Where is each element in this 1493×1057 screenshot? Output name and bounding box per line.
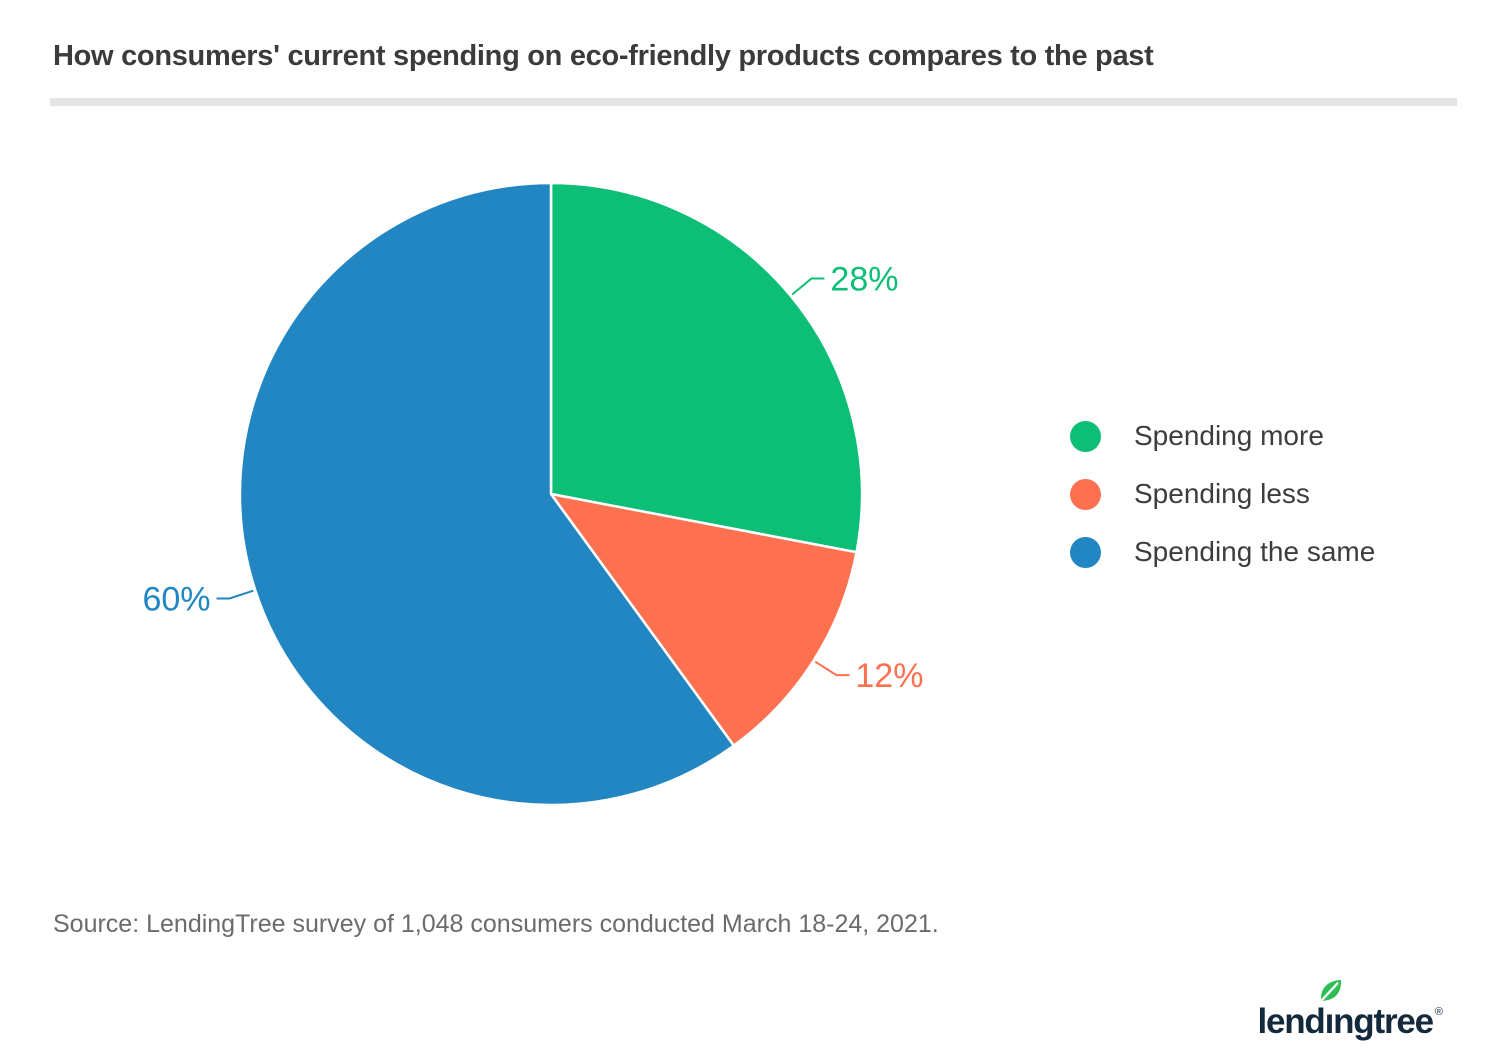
pie-slice-spending-the-same: [238, 181, 736, 807]
legend-item-spending-the-same: Spending the same: [1070, 536, 1375, 568]
legend-swatch-spending-less: [1070, 478, 1101, 510]
logo-text-lend: lend: [1257, 1002, 1325, 1041]
page-title: How consumers' current spending on eco-f…: [53, 40, 1154, 72]
pct-label-spending-less: 12%: [855, 657, 923, 695]
logo-dotless-i: ı: [1324, 1002, 1335, 1041]
pie-slice-spending-more: [549, 181, 864, 554]
logo-text-ngtree: ngtree: [1333, 1002, 1434, 1041]
pct-label-spending-the-same: 60%: [142, 580, 210, 618]
registered-mark: ®: [1434, 1006, 1443, 1018]
legend-swatch-spending-the-same: [1070, 536, 1101, 568]
legend-label-spending-less: Spending less: [1134, 478, 1310, 509]
legend-label-spending-the-same: Spending the same: [1134, 536, 1376, 567]
title-divider: [50, 98, 1457, 106]
logo-text: lendı ngtree: [1257, 979, 1434, 1041]
leaf-icon: [1320, 979, 1341, 1001]
pct-label-spending-more: 28%: [830, 261, 898, 299]
lendingtree-logo: lendı ngtree ®: [1257, 979, 1443, 1041]
logo-letter-i: ı: [1320, 979, 1341, 1041]
chart-legend: Spending more Spending less Spending the s…: [1070, 420, 1375, 594]
label-leader-spending-the-same: [216, 589, 254, 600]
legend-label-spending-more: Spending more: [1134, 420, 1324, 451]
label-leader-spending-less: [814, 660, 850, 677]
legend-item-spending-more: Spending more: [1070, 420, 1375, 452]
legend-item-spending-less: Spending less: [1070, 478, 1375, 510]
legend-swatch-spending-more: [1070, 420, 1101, 452]
label-leader-spending-more: [791, 277, 825, 296]
pie-slice-spending-less: [549, 492, 858, 747]
source-text: Source: LendingTree survey of 1,048 cons…: [53, 910, 939, 938]
